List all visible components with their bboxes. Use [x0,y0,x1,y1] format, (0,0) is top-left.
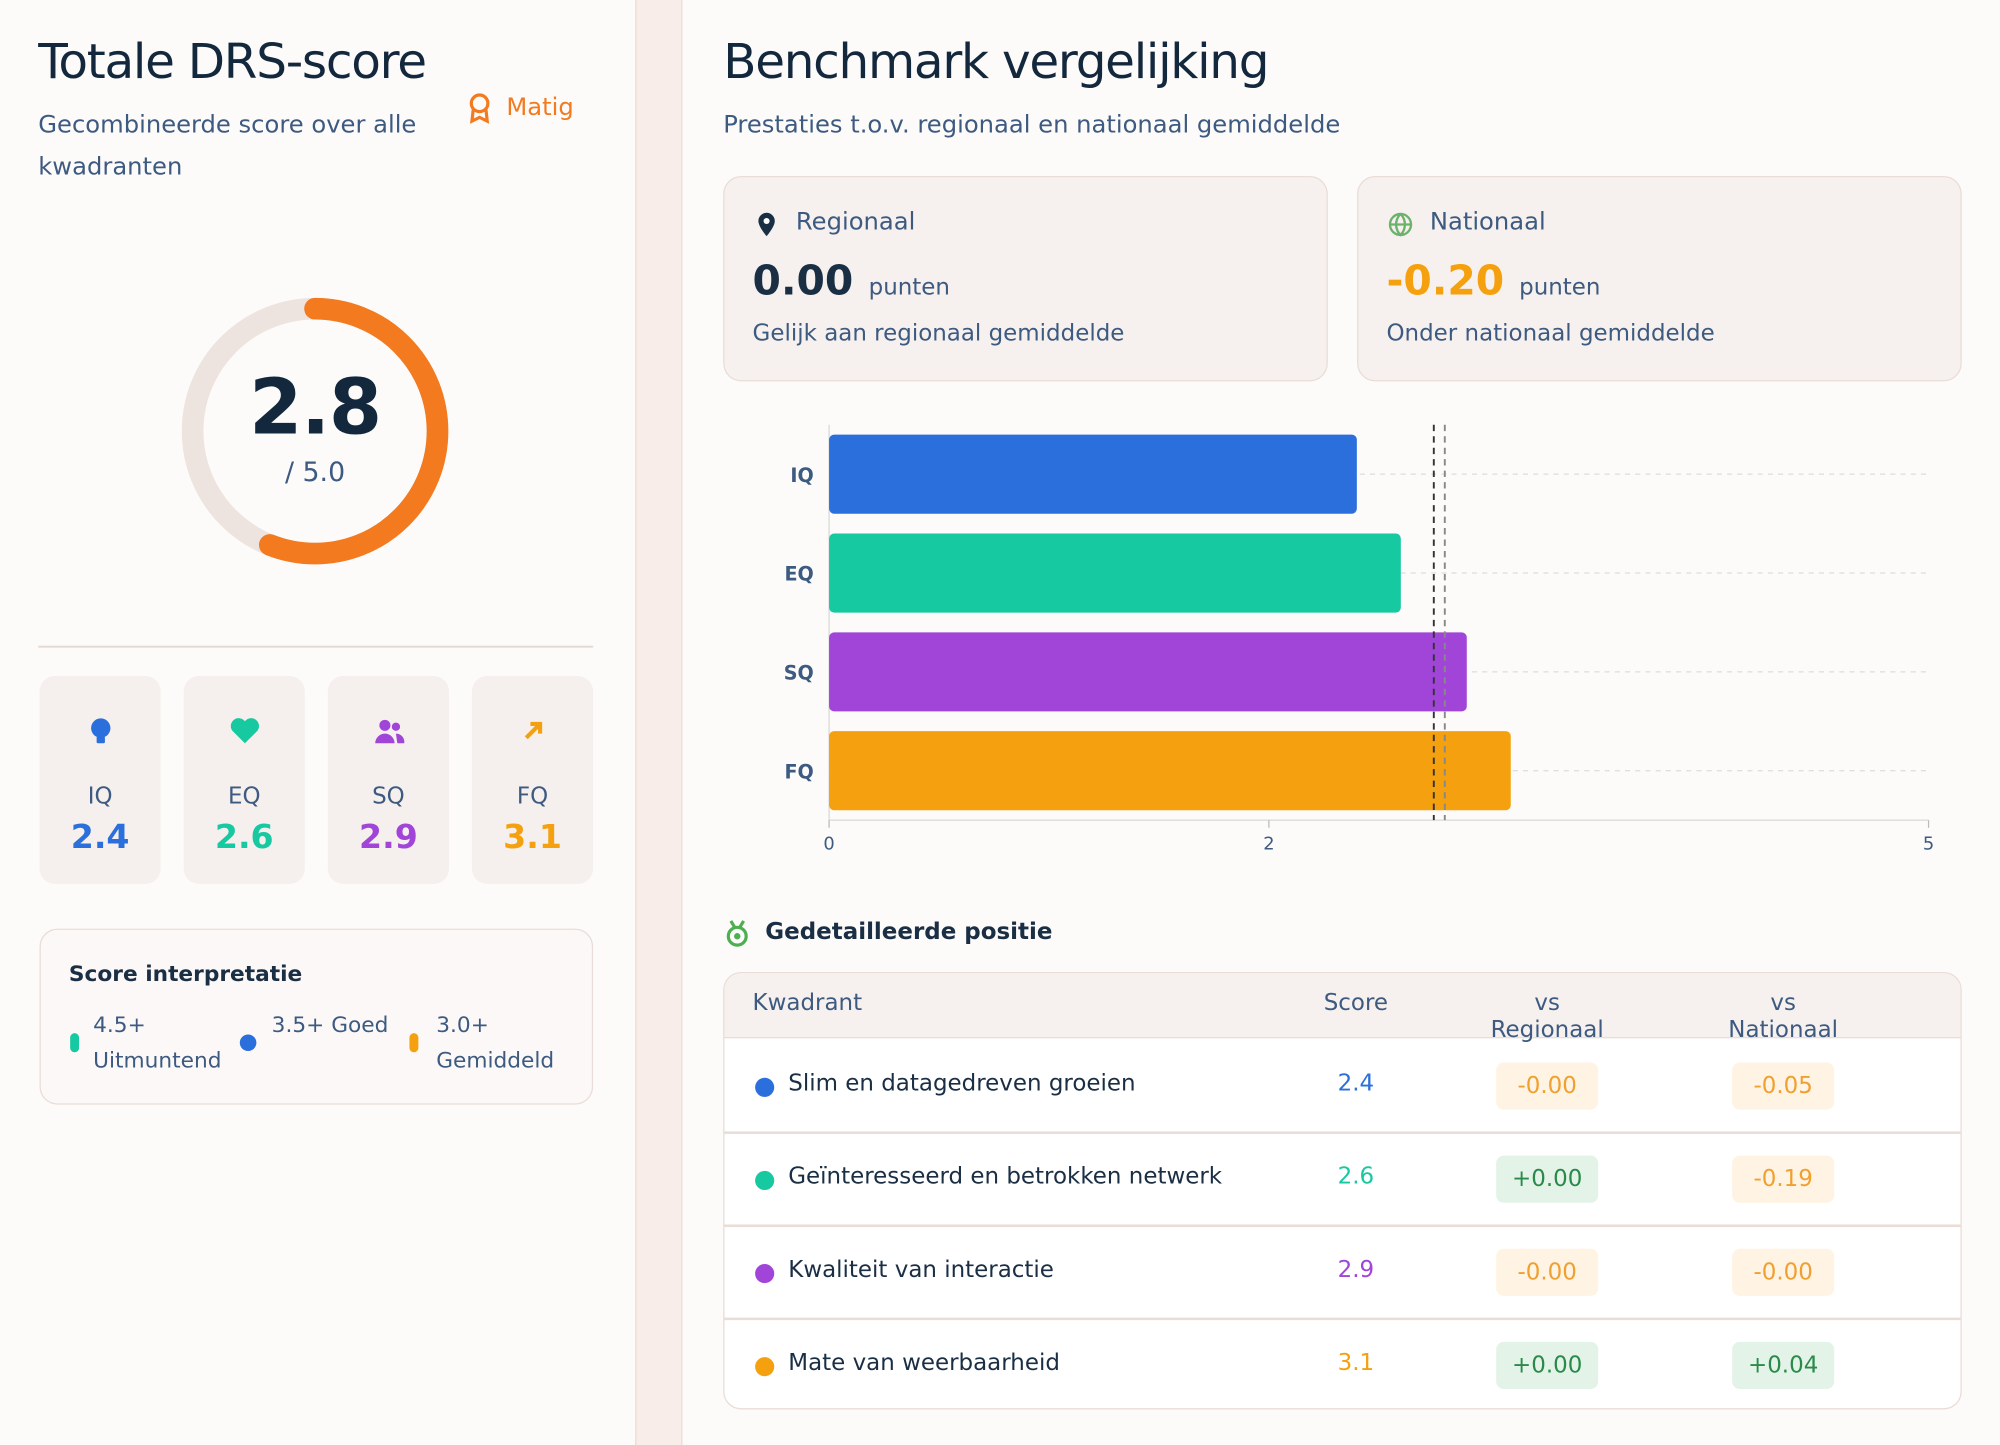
subtitle: Gecombineerde score over alle kwadranten [38,110,417,182]
quadrant-value: 3.1 [503,818,562,858]
x-tick-label: 2 [1263,833,1274,854]
delta-badge: +0.04 [1732,1341,1835,1390]
card-icon [1388,212,1413,237]
quadrant-icon [91,718,111,744]
row-score: 2.9 [1337,1256,1375,1284]
quadrant-icon [375,719,405,744]
row-divider [724,1131,1961,1134]
quadrant-icon [230,718,259,744]
legend-text: 3.0+ Gemiddeld [436,1012,555,1074]
y-tick-label: EQ [784,563,813,586]
benchmark-card: Regionaal 0.00 punten Gelijk aan regionaal … [723,176,1328,382]
card-label: Regionaal [795,207,916,236]
row-name: Kwaliteit van interactie [788,1256,1054,1284]
delta-badge: -0.05 [1732,1062,1835,1110]
card-note: Gelijk aan regionaal gemiddelde [752,320,1125,347]
title: Totale DRS-score [38,33,427,90]
quadrant-card: IQ 2.4 [39,676,161,884]
row-dot [755,1077,775,1097]
detail-icon [726,920,748,947]
delta-badge: +0.00 [1496,1341,1599,1390]
card-label: Nationaal [1429,207,1546,236]
badge: Matig [506,93,574,122]
interpretation-box: Score interpretatie 4.5+ Uitmuntend 3.5+ … [39,928,594,1105]
card-note: Onder nationaal gemiddelde [1386,320,1715,347]
y-tick-label: SQ [784,662,814,685]
y-tick-label: IQ [790,464,813,487]
gauge-score: 2.8 [249,363,382,453]
delta-badge: +0.00 [1496,1155,1599,1203]
quadrant-value: 2.6 [214,818,274,858]
quadrant-label: SQ [372,783,405,810]
legend-marker [239,1034,257,1052]
column-header: vs Nationaal [1728,989,1839,1044]
card-value: 0.00 [752,256,854,305]
subtitle: Prestaties t.o.v. regionaal en nationaal… [723,110,1341,140]
quadrant-value: 2.9 [359,818,418,858]
row-name: Slim en datagedreven groeien [788,1070,1136,1097]
card-icon [758,212,775,237]
row-score: 2.6 [1337,1163,1375,1191]
quadrant-icon [524,721,543,740]
badge-icon [469,93,490,124]
delta-badge: -0.19 [1732,1155,1835,1203]
interpretation-title: Score interpretatie [68,961,303,988]
card-value: -0.20 [1386,256,1505,305]
row-dot [755,1357,775,1377]
quadrant-card: EQ 2.6 [183,676,305,884]
delta-badge: -0.00 [1496,1248,1599,1296]
row-dot [755,1170,775,1191]
card-unit: punten [868,274,950,302]
row-divider [724,1317,1961,1320]
legend-marker [70,1033,80,1053]
legend-marker [409,1033,419,1053]
column-header: Kwadrant [752,989,863,1017]
row-score: 2.4 [1337,1070,1375,1097]
x-tick-label: 0 [823,833,834,854]
bar [829,533,1401,613]
table-header [724,973,1961,1039]
bar [829,731,1511,811]
column-header: vs Regionaal [1490,989,1604,1044]
column-header: Score [1323,989,1389,1017]
title: Benchmark vergelijking [723,33,1269,90]
x-tick-label: 5 [1923,833,1934,854]
row-name: Mate van weerbaarheid [788,1349,1060,1377]
quadrant-label: FQ [516,783,549,810]
gauge-max: / 5.0 [284,456,346,488]
delta-badge: -0.00 [1496,1062,1599,1110]
quadrant-card: SQ 2.9 [327,676,449,884]
bar [829,632,1467,712]
gauge-arc [181,297,449,565]
card-unit: punten [1519,274,1601,302]
row-score: 3.1 [1337,1349,1375,1377]
delta-badge: -0.00 [1732,1248,1835,1296]
divider [635,0,683,1445]
benchmark-card: Nationaal -0.20 punten Onder nationaal gemi… [1357,176,1962,382]
table: Kwadrant Score vs Regionaal vs Nationaal Sli… [723,971,1962,1410]
quadrant-card: FQ 3.1 [471,676,594,884]
row-dot [755,1264,775,1284]
detail-title: Gedetailleerde positie [765,918,1053,946]
row-name: Geïnteresseerd en betrokken netwerk [788,1163,1223,1191]
legend-text: 4.5+ Uitmuntend [93,1012,222,1074]
bar [829,434,1357,514]
quadrant-value: 2.4 [70,818,130,858]
y-tick-label: FQ [784,760,813,783]
legend-text: 3.5+ Goed [271,1012,389,1039]
row-divider [724,1224,1961,1227]
quadrant-label: EQ [227,783,261,810]
quadrant-label: IQ [87,783,113,810]
